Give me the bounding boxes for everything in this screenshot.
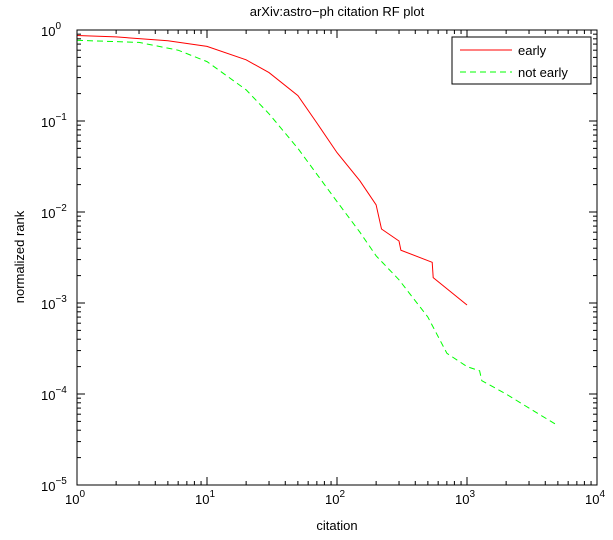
series-layer <box>76 35 559 427</box>
x-axis-ticks: 100 101 102 103 104 <box>65 30 605 507</box>
y-tick-label-base: 10 <box>41 479 55 494</box>
x-tick-label-exp: 1 <box>209 489 215 500</box>
legend-label-early: early <box>518 43 547 58</box>
x-tick-label: 102 <box>325 489 345 507</box>
y-tick-label: 100 <box>41 21 61 39</box>
x-tick-label-base: 10 <box>65 492 79 507</box>
legend: early not early <box>451 36 592 85</box>
y-tick-label: 10−1 <box>41 112 67 130</box>
y-tick-label-exp: −4 <box>55 385 67 396</box>
y-tick-label-base: 10 <box>41 206 55 221</box>
chart-title: arXiv:astro−ph citation RF plot <box>250 4 425 19</box>
y-tick-label-exp: −1 <box>55 112 67 123</box>
x-tick-label-base: 10 <box>325 492 339 507</box>
y-tick-label-base: 10 <box>41 24 55 39</box>
y-tick-label-base: 10 <box>41 115 55 130</box>
x-tick-label: 103 <box>455 489 475 507</box>
legend-label-not-early: not early <box>518 65 568 80</box>
x-tick-label-base: 10 <box>455 492 469 507</box>
x-tick-label: 100 <box>65 489 85 507</box>
x-tick-label: 104 <box>585 489 605 507</box>
y-tick-label-base: 10 <box>41 388 55 403</box>
plot-frame <box>76 29 598 486</box>
x-axis-label: citation <box>316 518 357 533</box>
series-line-early <box>76 35 468 306</box>
series-line-not-early <box>76 39 559 427</box>
y-tick-label: 10−3 <box>41 294 67 312</box>
x-tick-label-base: 10 <box>585 492 599 507</box>
y-tick-label: 10−2 <box>41 203 67 221</box>
y-tick-label: 10−5 <box>41 476 67 494</box>
y-tick-label-exp: 0 <box>55 21 61 32</box>
x-tick-label: 101 <box>195 489 215 507</box>
x-tick-label-exp: 3 <box>469 489 475 500</box>
y-tick-label-base: 10 <box>41 297 55 312</box>
legend-box <box>451 36 592 85</box>
y-tick-label: 10−4 <box>41 385 67 403</box>
x-tick-label-exp: 2 <box>339 489 345 500</box>
y-axis-label: normalized rank <box>12 210 27 303</box>
y-tick-label-exp: −3 <box>55 294 67 305</box>
x-tick-label-exp: 0 <box>79 489 85 500</box>
plot-area <box>77 30 597 485</box>
x-tick-label-exp: 4 <box>599 489 605 500</box>
y-tick-label-exp: −5 <box>55 476 67 487</box>
x-tick-label-base: 10 <box>195 492 209 507</box>
y-tick-label-exp: −2 <box>55 203 67 214</box>
